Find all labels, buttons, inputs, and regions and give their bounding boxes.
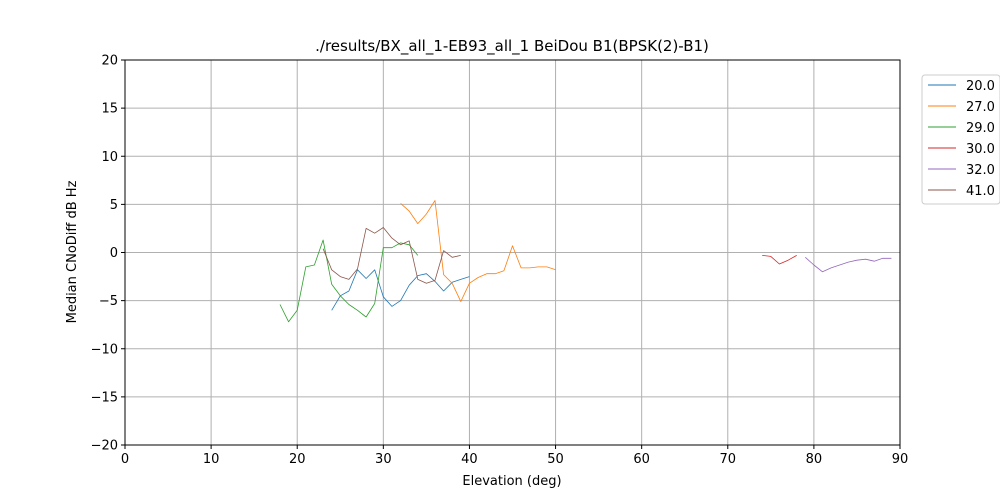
series-line-27-0 xyxy=(400,200,556,303)
legend-label: 41.0 xyxy=(966,184,995,199)
y-tick-label: −5 xyxy=(99,294,118,309)
chart-title: ./results/BX_all_1-EB93_all_1 BeiDou B1(… xyxy=(315,37,709,56)
legend-frame xyxy=(921,74,1000,205)
legend-label: 29.0 xyxy=(966,121,995,136)
x-ticks: 0 10 20 30 40 50 60 70 80 90 xyxy=(121,445,908,467)
x-tick-label: 50 xyxy=(547,452,564,467)
series-line-20-0 xyxy=(331,269,470,311)
y-tick-label: 15 xyxy=(101,102,118,117)
x-tick-label: 40 xyxy=(461,452,478,467)
legend-label: 20.0 xyxy=(966,79,995,94)
y-ticks: 20 15 10 5 0 −5 −10 −15 −20 xyxy=(91,54,125,454)
x-tick-label: 20 xyxy=(289,452,306,467)
x-tick-label: 80 xyxy=(806,452,823,467)
series-line-29-0 xyxy=(279,239,419,323)
x-tick-label: 30 xyxy=(375,452,392,467)
x-tick-label: 90 xyxy=(892,452,909,467)
series-line-32-0 xyxy=(805,257,892,273)
y-tick-label: 5 xyxy=(110,198,118,213)
x-tick-label: 70 xyxy=(720,452,737,467)
legend-label: 32.0 xyxy=(966,163,995,178)
x-tick-label: 60 xyxy=(633,452,650,467)
legend: 20.0 27.0 29.0 30.0 32.0 41.0 xyxy=(921,74,1000,205)
legend-label: 27.0 xyxy=(966,100,995,115)
series-line-41-0 xyxy=(322,227,461,284)
x-tick-label: 10 xyxy=(203,452,220,467)
y-axis-label: Median CNoDiff dB Hz xyxy=(65,180,80,323)
y-tick-label: 0 xyxy=(110,246,118,261)
x-axis-label: Elevation (deg) xyxy=(462,474,561,489)
series-group xyxy=(279,200,892,323)
y-tick-label: −20 xyxy=(91,439,118,454)
y-tick-label: −10 xyxy=(91,342,118,357)
y-tick-label: 20 xyxy=(101,54,118,69)
series-line-30-0 xyxy=(762,255,797,265)
legend-label: 30.0 xyxy=(966,142,995,157)
x-tick-label: 0 xyxy=(121,452,129,467)
y-tick-label: 10 xyxy=(101,150,118,165)
y-tick-label: −15 xyxy=(91,390,118,405)
